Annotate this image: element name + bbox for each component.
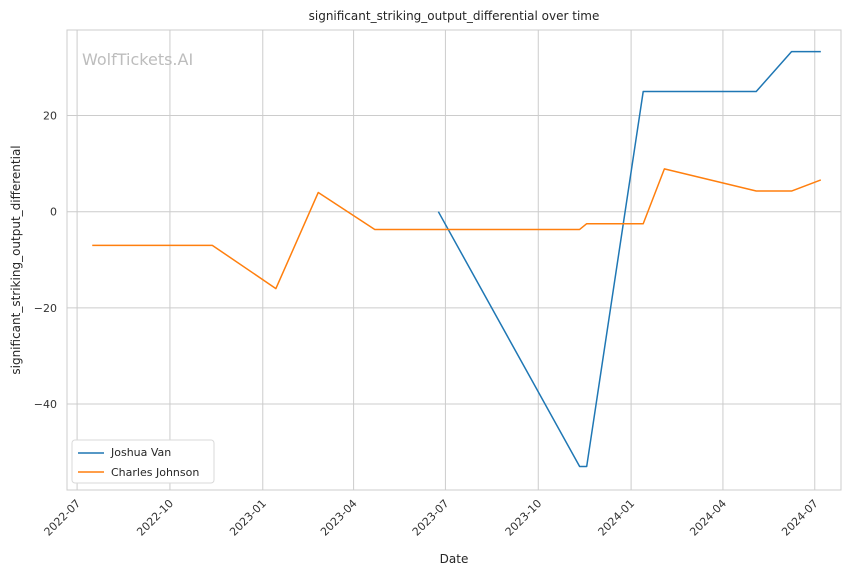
x-tick-label: 2024-04: [687, 497, 729, 539]
x-tick-label: 2022-10: [134, 497, 176, 539]
y-tick-label: 0: [50, 206, 57, 219]
x-tick-label: 2023-01: [227, 497, 269, 539]
x-tick-label: 2023-04: [318, 497, 360, 539]
series-line-charles-johnson: [92, 168, 822, 290]
grid: [67, 30, 841, 490]
watermark: WolfTickets.AI: [82, 50, 193, 69]
x-tick-label: 2023-07: [410, 497, 452, 539]
y-tick-label: −40: [34, 398, 57, 411]
legend: Joshua Van Charles Johnson: [71, 439, 215, 484]
series-layer: [92, 50, 822, 468]
x-axis-label: Date: [440, 552, 469, 566]
y-axis-label: significant_striking_output_differential: [9, 145, 23, 374]
x-tick-label: 2023-10: [503, 497, 545, 539]
legend-label-charles-johnson: Charles Johnson: [111, 466, 199, 479]
x-tick-label: 2022-07: [42, 497, 84, 539]
chart-title: significant_striking_output_differential…: [309, 9, 600, 23]
y-tick-label: −20: [34, 302, 57, 315]
plot-area: [66, 29, 842, 491]
legend-box: [71, 439, 215, 484]
x-tick-label: 2024-01: [596, 497, 638, 539]
legend-label-joshua-van: Joshua Van: [110, 446, 171, 459]
x-tick-label: 2024-07: [779, 497, 821, 539]
y-tick-label: 20: [43, 110, 57, 123]
